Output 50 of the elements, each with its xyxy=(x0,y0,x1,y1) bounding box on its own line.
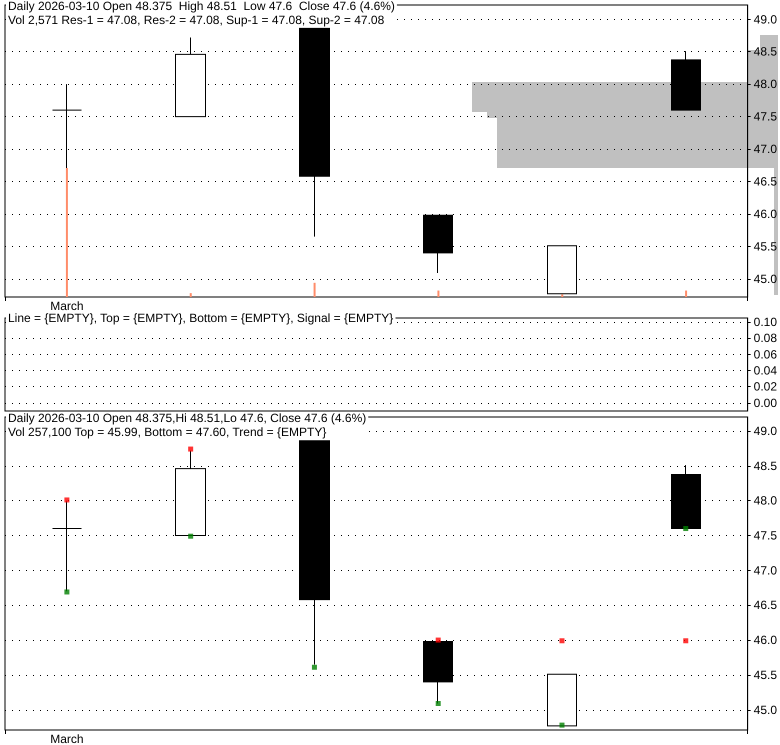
y-tick-label: 45.5 xyxy=(754,668,778,682)
point xyxy=(559,722,564,728)
point xyxy=(559,638,564,644)
x-tick-label: March xyxy=(50,299,84,313)
candlestick xyxy=(547,245,577,294)
chart-title: Daily 2026-03-10 Open 48.375 High 48.51 Low 47.6 Close 47.6 (4.6%) xyxy=(8,0,395,13)
text: Vol 257,100 Top = 45.99, Bottom = 47.60, Trend = {EMPTY} xyxy=(8,425,326,439)
point xyxy=(683,526,688,532)
y-tick-label: 0.06 xyxy=(754,347,778,362)
bar xyxy=(314,282,316,297)
y-tick-label: 45.0 xyxy=(754,702,778,717)
y-tick-label: 47.5 xyxy=(754,528,778,543)
y-tick-label: 48.0 xyxy=(754,77,778,92)
y-tick-label: 46.0 xyxy=(754,206,778,221)
x-tick-label: March xyxy=(50,732,84,745)
y-tick-label: 0.08 xyxy=(754,331,778,346)
text: Vol 2,571 Res-1 = 47.08, Res-2 = 47.08, Sup-1 = 47.08, Sup-2 = 47.08 xyxy=(8,13,385,27)
point xyxy=(64,589,70,594)
y-tick-label: 46.5 xyxy=(754,598,778,612)
y-tick-label: 47.5 xyxy=(754,110,778,124)
candlestick xyxy=(547,674,577,726)
bar xyxy=(685,290,688,297)
y-tick-label: 48.5 xyxy=(754,44,778,59)
y-tick-label: 46.0 xyxy=(754,633,778,648)
y-tick-label: 0.02 xyxy=(754,380,778,394)
bar xyxy=(437,290,440,297)
point xyxy=(436,701,441,706)
point xyxy=(188,446,194,452)
bar xyxy=(66,168,68,297)
point xyxy=(188,534,194,539)
y-tick-label: 45.0 xyxy=(754,272,778,286)
y-tick-label: 48.0 xyxy=(754,494,778,508)
chart-title: Daily 2026-03-10 Open 48.375,Hi 48.51,Lo 47.6, Close 47.6 (4.6%) xyxy=(8,411,366,425)
y-tick-label: 46.5 xyxy=(754,174,778,188)
chart-title: Line = {EMPTY}, Top = {EMPTY}, Bottom = {EMPTY}, Signal = {EMPTY} xyxy=(8,311,394,325)
y-tick-label: 0.04 xyxy=(754,364,778,378)
bar xyxy=(190,293,192,297)
y-tick-label: 47.0 xyxy=(754,563,778,578)
bar xyxy=(561,294,564,297)
point xyxy=(436,638,441,643)
y-tick-label: 47.0 xyxy=(754,142,778,156)
y-tick-label: 48.5 xyxy=(754,458,778,473)
y-tick-label: 0.10 xyxy=(754,315,778,330)
y-tick-label: 49.0 xyxy=(754,12,778,26)
y-tick-label: 49.0 xyxy=(754,424,778,438)
y-tick-label: 0.00 xyxy=(754,396,778,410)
point xyxy=(312,664,317,670)
y-tick-label: 45.5 xyxy=(754,239,778,254)
point xyxy=(683,638,688,644)
point xyxy=(64,497,70,502)
